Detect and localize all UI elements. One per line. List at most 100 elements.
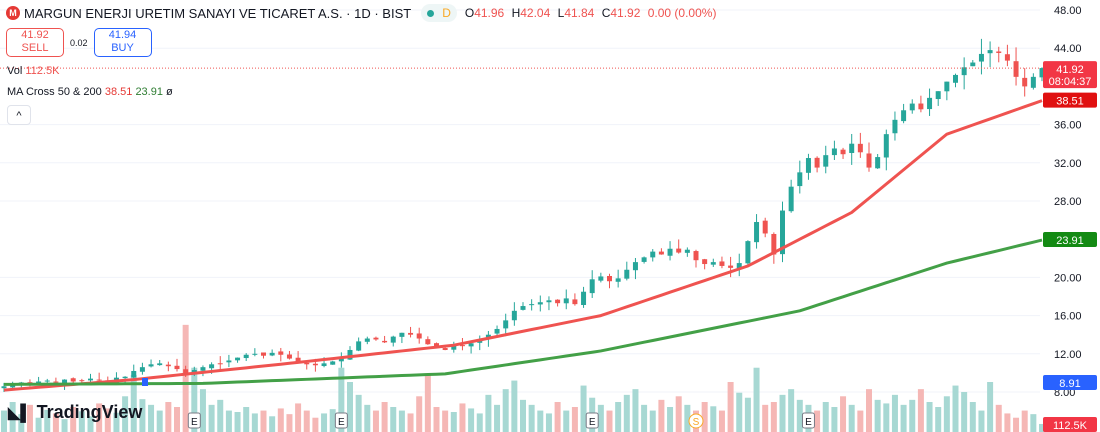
volume-bar: [70, 407, 77, 432]
volume-bar: [710, 406, 717, 432]
volume-bar: [96, 403, 103, 432]
volume-bar: [952, 385, 959, 432]
symbol-title[interactable]: MARGUN ENERJI URETIM SANAYI VE TICARET A…: [24, 5, 412, 21]
earnings-icon: [187, 412, 201, 429]
candle-body: [909, 103, 915, 111]
volume-bar: [727, 382, 734, 432]
volume-bar: [978, 410, 985, 432]
candle-body: [996, 51, 1002, 53]
volume-bar: [251, 413, 258, 432]
candle-body: [650, 251, 656, 258]
candle-body: [953, 74, 958, 83]
volume-bar: [139, 399, 146, 432]
candle-body: [693, 251, 699, 261]
candle-body: [36, 381, 42, 384]
ma200-tag: [1043, 232, 1097, 248]
candle-body: [823, 155, 829, 167]
volume-bar: [442, 410, 449, 432]
volume-bar: [381, 402, 388, 432]
tradingview-logo[interactable]: ◣▌ TradingView: [8, 402, 143, 422]
interval-badge: D: [442, 6, 451, 20]
candle-body: [79, 380, 85, 382]
last-price-tag: [1043, 61, 1097, 89]
volume-bar: [969, 402, 976, 432]
candle-body: [191, 370, 197, 373]
y-tick-label: 32.00: [1054, 158, 1082, 170]
symbol-header: M MARGUN ENERJI URETIM SANAYI VE TICARET…: [6, 4, 720, 22]
volume-bar: [208, 404, 215, 432]
ma-cross-legend[interactable]: MA Cross 50 & 200 38.51 23.91 ø: [7, 86, 173, 98]
volume-bar: [407, 413, 414, 432]
sell-button[interactable]: 41.92 SELL: [6, 28, 64, 57]
dividend-label: S: [693, 417, 700, 428]
volume-legend[interactable]: Vol 112.5K: [7, 65, 60, 77]
candle-body: [754, 222, 760, 243]
market-status[interactable]: D: [421, 4, 457, 22]
volume-bar: [191, 367, 198, 432]
volume-bar: [329, 409, 336, 432]
volume-bar: [684, 404, 691, 432]
volume-bar: [468, 408, 475, 432]
candle-body: [684, 249, 690, 253]
volume-bar: [286, 414, 293, 432]
volume-bar: [9, 402, 16, 432]
volume-bar: [840, 396, 847, 432]
candle-body: [511, 310, 517, 321]
volume-bar: [641, 404, 648, 432]
volume-bar: [476, 413, 483, 432]
ma200-tag-text: 23.91: [1056, 235, 1084, 247]
candle-body: [598, 276, 604, 281]
candle-body: [927, 97, 933, 110]
volume-bar: [554, 402, 561, 432]
candle-body: [745, 241, 751, 264]
candle-body: [1039, 68, 1045, 78]
volume-bar: [857, 410, 864, 432]
candle-body: [1022, 77, 1028, 87]
volume-bar: [545, 413, 552, 432]
market-open-dot-icon: [427, 9, 435, 17]
candle-body: [226, 360, 232, 363]
candle-body: [286, 354, 292, 359]
candle-body: [961, 67, 967, 76]
candle-body: [1013, 61, 1019, 77]
volume-bar: [597, 404, 604, 432]
candle-body: [589, 279, 595, 294]
spread: 0.02: [70, 37, 88, 48]
volume-bar: [44, 409, 51, 432]
volume-bar: [814, 410, 821, 432]
earnings-icon: [801, 412, 815, 429]
candle-body: [356, 341, 362, 351]
candle-body: [970, 62, 976, 67]
volume-bar: [667, 407, 674, 432]
candle-body: [658, 251, 664, 255]
ma50-line: [3, 99, 1043, 392]
candle-body: [382, 340, 388, 343]
buy-button[interactable]: 41.94 BUY: [93, 28, 152, 57]
candle-body: [494, 328, 500, 334]
y-tick-label: 16.00: [1054, 311, 1082, 323]
volume-bar: [61, 419, 68, 432]
volume-bar: [243, 407, 250, 432]
candle-body: [529, 304, 535, 306]
candle-body: [139, 367, 145, 372]
y-tick-label: 20.00: [1054, 272, 1082, 284]
candle-body: [1004, 54, 1010, 61]
collapse-legend-button[interactable]: ^: [7, 105, 31, 125]
volume-bar: [26, 404, 33, 432]
volume-bar: [156, 410, 163, 432]
volume-bar: [347, 382, 353, 432]
volume-bar: [900, 404, 907, 432]
volume-bar: [563, 410, 570, 432]
candle-body: [122, 376, 128, 379]
volume-bar: [744, 397, 751, 432]
volume-bar: [883, 403, 890, 432]
y-tick-label: 12.00: [1054, 349, 1082, 361]
blue-tag-text: 8.91: [1059, 378, 1080, 390]
candle-body: [840, 149, 846, 155]
candle-body: [555, 299, 561, 304]
volume-bar: [35, 417, 42, 432]
volume-bar: [701, 402, 708, 432]
volume-bar: [113, 412, 120, 432]
candle-body: [269, 352, 275, 356]
